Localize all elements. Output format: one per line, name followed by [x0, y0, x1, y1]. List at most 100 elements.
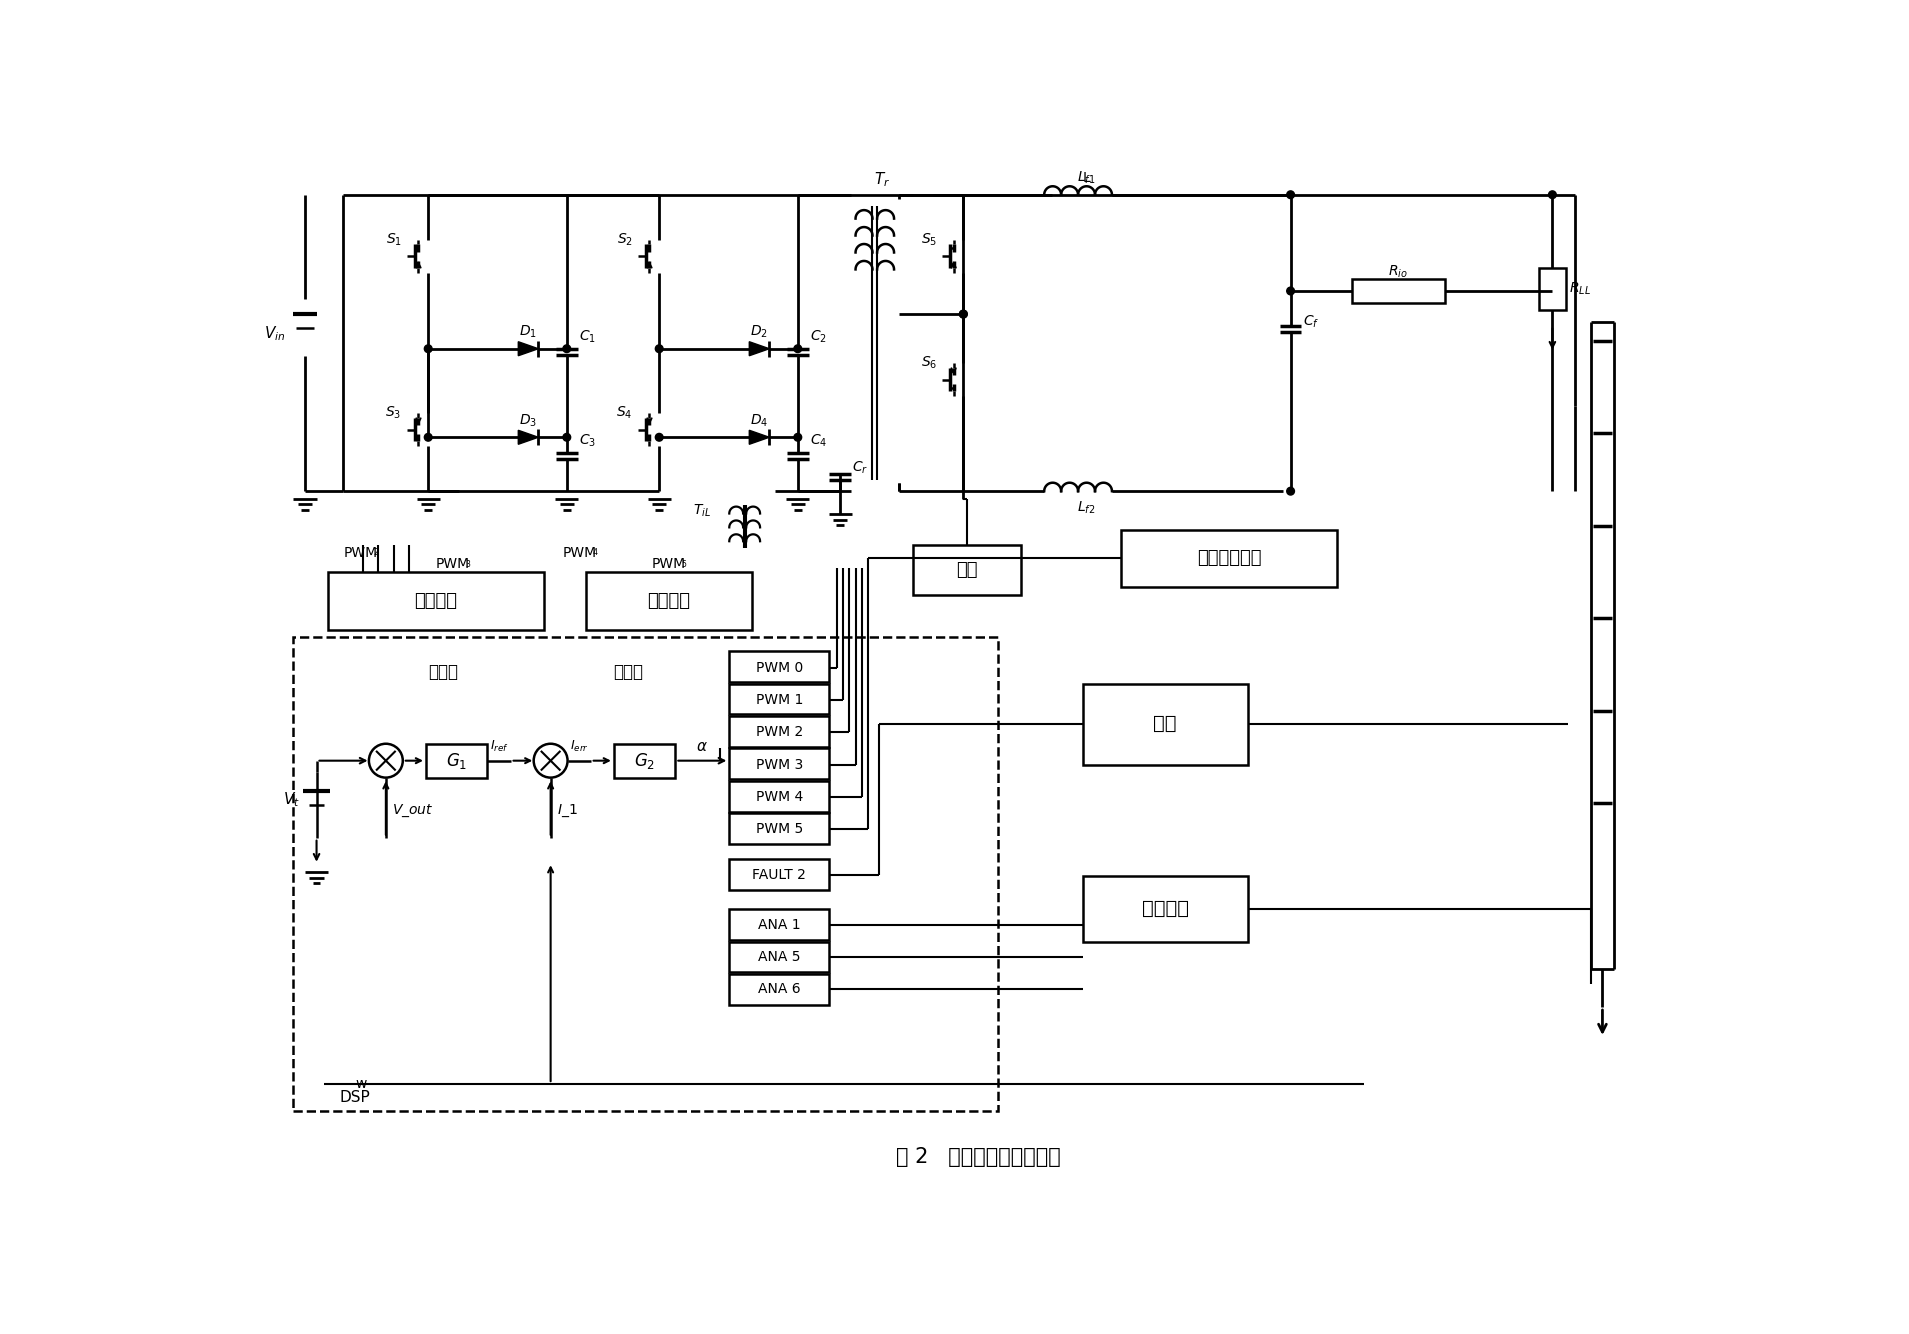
Bar: [1082, 876, 1248, 942]
Circle shape: [1287, 287, 1294, 295]
Text: $\alpha$: $\alpha$: [697, 740, 708, 754]
Text: $V\_out$: $V\_out$: [391, 803, 433, 819]
Text: $_5$: $_5$: [682, 558, 687, 571]
Bar: [729, 780, 829, 811]
Text: PWM 1: PWM 1: [756, 692, 804, 707]
Text: PWM: PWM: [435, 558, 470, 571]
Text: $D_2$: $D_2$: [750, 324, 767, 340]
Text: $V_{in}$: $V_{in}$: [263, 324, 286, 343]
Text: PWM 5: PWM 5: [756, 822, 804, 836]
Text: $I_{err}$: $I_{err}$: [569, 739, 588, 754]
Bar: [729, 859, 829, 890]
Bar: [586, 572, 752, 630]
Circle shape: [655, 434, 662, 442]
Bar: [729, 684, 829, 715]
Polygon shape: [750, 431, 769, 444]
Bar: [729, 716, 829, 747]
Circle shape: [794, 434, 802, 442]
Circle shape: [1287, 191, 1294, 199]
Circle shape: [368, 744, 403, 778]
Text: $S_6$: $S_6$: [920, 355, 937, 371]
Bar: [729, 748, 829, 779]
Bar: [729, 942, 829, 972]
Text: w: w: [355, 1077, 367, 1091]
Text: $I_{ref}$: $I_{ref}$: [489, 739, 508, 754]
Bar: [1539, 268, 1565, 311]
Text: $D_3$: $D_3$: [519, 412, 536, 428]
Circle shape: [960, 311, 968, 317]
Text: 输出电压: 输出电压: [1142, 899, 1189, 918]
Circle shape: [1287, 487, 1294, 495]
Text: $T_r$: $T_r$: [874, 169, 892, 188]
Bar: [1121, 530, 1336, 587]
Text: 驱动: 驱动: [956, 560, 977, 579]
Polygon shape: [517, 342, 538, 356]
Bar: [1082, 684, 1248, 764]
Text: PWM: PWM: [563, 546, 598, 560]
Bar: [729, 651, 829, 682]
Text: $C_2$: $C_2$: [809, 328, 827, 344]
Text: PWM 4: PWM 4: [756, 790, 804, 804]
Text: 电流采样: 电流采样: [647, 591, 689, 610]
Text: 保护: 保护: [1153, 714, 1176, 734]
Text: $L_{f2}$: $L_{f2}$: [1077, 500, 1096, 516]
Text: $C_r$: $C_r$: [853, 460, 869, 476]
Polygon shape: [750, 342, 769, 356]
Bar: [729, 910, 829, 940]
Text: PWM 0: PWM 0: [756, 660, 804, 675]
Text: L: L: [1082, 171, 1090, 185]
Text: ANA 5: ANA 5: [758, 950, 800, 964]
Bar: [328, 572, 544, 630]
Circle shape: [535, 744, 567, 778]
Text: $S_4$: $S_4$: [617, 404, 632, 420]
Bar: [913, 546, 1021, 595]
Bar: [1352, 279, 1445, 303]
Text: $C_4$: $C_4$: [809, 434, 827, 450]
Text: PWM 3: PWM 3: [756, 758, 804, 771]
Text: 图 2   被测试系统控制框图: 图 2 被测试系统控制框图: [895, 1147, 1059, 1167]
Text: $S_2$: $S_2$: [617, 231, 632, 248]
Text: $_2$: $_2$: [372, 547, 380, 559]
Text: DSP: DSP: [340, 1090, 370, 1105]
Text: $C_1$: $C_1$: [578, 328, 596, 344]
Text: $T_{iL}$: $T_{iL}$: [693, 502, 710, 519]
Text: $V_t$: $V_t$: [283, 790, 300, 808]
Text: PWM 2: PWM 2: [756, 726, 804, 739]
Text: $D_4$: $D_4$: [750, 412, 769, 428]
Text: $G_1$: $G_1$: [447, 751, 468, 771]
Circle shape: [563, 434, 571, 442]
Text: FAULT 2: FAULT 2: [752, 867, 806, 882]
Text: $G_2$: $G_2$: [634, 751, 655, 771]
Text: $S_3$: $S_3$: [386, 404, 401, 420]
Text: $S_5$: $S_5$: [920, 231, 937, 248]
Circle shape: [960, 311, 968, 317]
Text: $R_{LL}$: $R_{LL}$: [1569, 280, 1592, 297]
Circle shape: [424, 434, 431, 442]
Text: 电压环: 电压环: [430, 663, 458, 682]
Text: $_3$: $_3$: [466, 558, 472, 571]
Text: $D_1$: $D_1$: [519, 324, 536, 340]
Text: PWM: PWM: [651, 558, 685, 571]
Text: $C_3$: $C_3$: [578, 434, 596, 450]
Text: ANA 1: ANA 1: [758, 918, 800, 931]
Text: PWM: PWM: [344, 546, 378, 560]
Bar: [426, 744, 487, 778]
Bar: [615, 744, 676, 778]
Circle shape: [794, 346, 802, 352]
Text: 输出电流采样: 输出电流采样: [1197, 550, 1262, 567]
Text: $C_f$: $C_f$: [1304, 313, 1319, 329]
Circle shape: [424, 346, 431, 352]
Text: 隔离驱动: 隔离驱动: [414, 591, 458, 610]
Text: 电流环: 电流环: [613, 663, 643, 682]
Bar: [729, 974, 829, 1005]
Circle shape: [655, 346, 662, 352]
Text: ANA 6: ANA 6: [758, 982, 800, 996]
Text: $R_{io}$: $R_{io}$: [1388, 264, 1409, 280]
Text: $I\_1$: $I\_1$: [557, 803, 577, 819]
Text: $L_{f1}$: $L_{f1}$: [1077, 169, 1096, 185]
Circle shape: [563, 346, 571, 352]
Circle shape: [1548, 191, 1556, 199]
Text: $_4$: $_4$: [592, 547, 599, 559]
Polygon shape: [517, 431, 538, 444]
Bar: [294, 638, 998, 1111]
